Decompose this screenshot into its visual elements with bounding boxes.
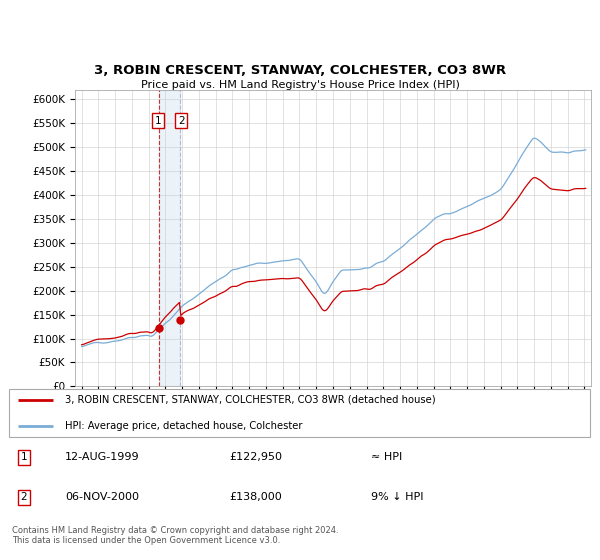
Text: 06-NOV-2000: 06-NOV-2000 [65, 492, 139, 502]
Text: 2: 2 [178, 116, 185, 126]
Text: 3, ROBIN CRESCENT, STANWAY, COLCHESTER, CO3 8WR: 3, ROBIN CRESCENT, STANWAY, COLCHESTER, … [94, 63, 506, 77]
Text: £122,950: £122,950 [229, 452, 283, 462]
Text: 3, ROBIN CRESCENT, STANWAY, COLCHESTER, CO3 8WR (detached house): 3, ROBIN CRESCENT, STANWAY, COLCHESTER, … [65, 395, 436, 405]
Text: £138,000: £138,000 [229, 492, 282, 502]
Text: 2: 2 [21, 492, 28, 502]
Text: 9% ↓ HPI: 9% ↓ HPI [371, 492, 423, 502]
Text: 12-AUG-1999: 12-AUG-1999 [65, 452, 139, 462]
Text: 1: 1 [21, 452, 28, 462]
Text: Price paid vs. HM Land Registry's House Price Index (HPI): Price paid vs. HM Land Registry's House … [140, 80, 460, 90]
FancyBboxPatch shape [9, 389, 590, 437]
Text: 1: 1 [154, 116, 161, 126]
Text: Contains HM Land Registry data © Crown copyright and database right 2024.
This d: Contains HM Land Registry data © Crown c… [12, 526, 338, 545]
Bar [159, 90, 180, 386]
Text: ≈ HPI: ≈ HPI [371, 452, 402, 462]
Text: HPI: Average price, detached house, Colchester: HPI: Average price, detached house, Colc… [65, 421, 302, 431]
